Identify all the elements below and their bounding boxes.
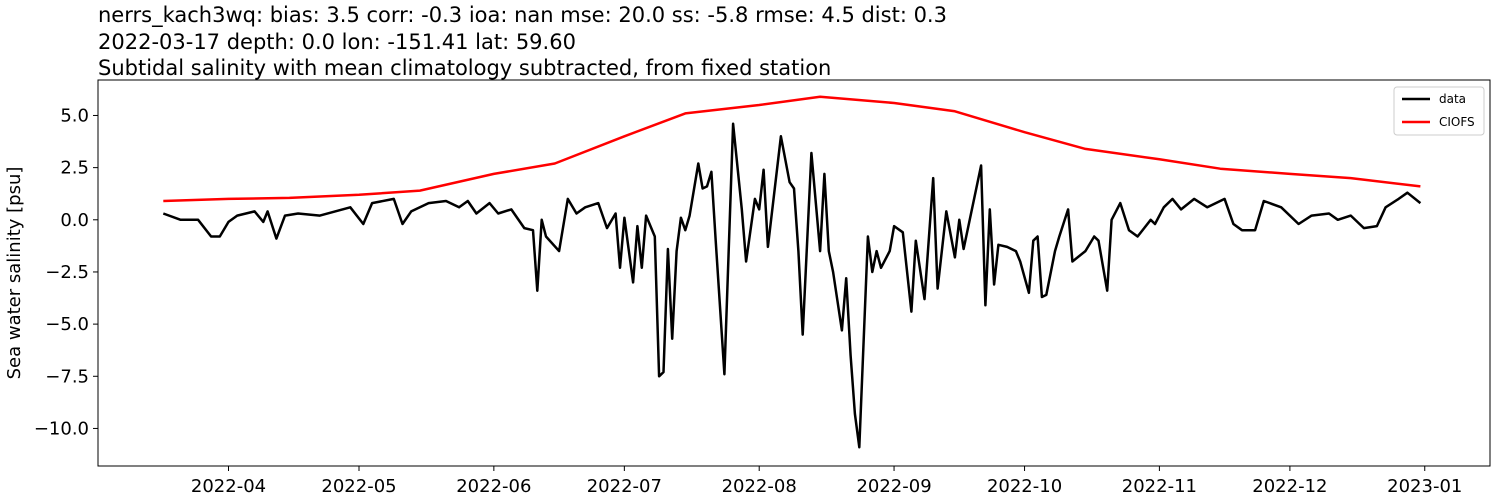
plot-frame — [97, 79, 1491, 467]
chart-title: 2022-03-17 depth: 0.0 lon: -151.41 lat: … — [98, 30, 576, 54]
y-tick-label: 0.0 — [60, 210, 89, 231]
chart-title: Subtidal salinity with mean climatology … — [98, 56, 831, 80]
chart-title: nerrs_kach3wq: bias: 3.5 corr: -0.3 ioa:… — [98, 3, 947, 28]
x-tick-label: 2022-06 — [456, 476, 531, 497]
y-tick-label: −2.5 — [45, 262, 89, 283]
data-line — [162, 122, 1422, 449]
data-line — [163, 95, 1421, 203]
x-tick-label: 2023-01 — [1387, 476, 1462, 497]
x-tick-label: 2022-09 — [856, 476, 931, 497]
legend-label: CIOFS — [1439, 115, 1475, 129]
y-tick-label: −5.0 — [45, 314, 89, 335]
y-tick-label: 2.5 — [60, 158, 89, 179]
x-tick-label: 2022-07 — [587, 476, 662, 497]
x-tick-label: 2022-12 — [1252, 476, 1327, 497]
y-tick-label: −10.0 — [34, 418, 89, 439]
x-tick-label: 2022-08 — [722, 476, 797, 497]
x-tick-label: 2022-05 — [321, 476, 396, 497]
y-axis-label: Sea water salinity [psu] — [4, 167, 25, 380]
y-tick-label: 5.0 — [60, 105, 89, 126]
legend-label: data — [1439, 92, 1466, 106]
x-tick-label: 2022-04 — [191, 476, 266, 497]
x-tick-label: 2022-10 — [987, 476, 1062, 497]
y-tick-label: −7.5 — [45, 366, 89, 387]
x-tick-label: 2022-11 — [1122, 476, 1197, 497]
